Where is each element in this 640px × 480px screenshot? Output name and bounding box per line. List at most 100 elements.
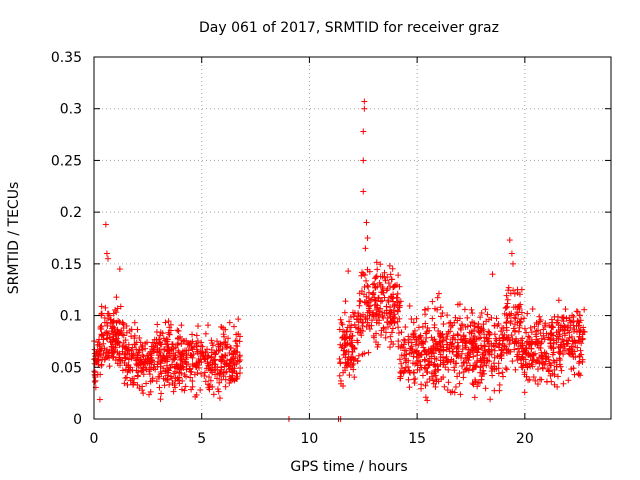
data-point xyxy=(450,358,457,365)
data-point xyxy=(388,319,395,326)
data-point xyxy=(194,348,201,355)
data-point xyxy=(530,351,537,358)
data-point xyxy=(486,331,493,338)
data-point xyxy=(221,339,228,346)
data-point xyxy=(117,357,124,364)
data-point xyxy=(120,325,127,332)
data-point xyxy=(532,331,539,338)
data-point xyxy=(439,354,446,361)
data-point xyxy=(485,328,492,335)
data-point xyxy=(444,387,451,394)
data-point xyxy=(461,359,468,366)
data-point xyxy=(426,376,433,383)
data-point xyxy=(417,333,424,340)
data-point xyxy=(214,375,221,382)
data-point xyxy=(108,316,115,323)
data-point xyxy=(394,290,401,297)
data-point xyxy=(407,369,414,376)
data-point xyxy=(445,366,452,373)
x-tick-label: 5 xyxy=(197,431,206,447)
data-point xyxy=(221,359,228,366)
data-point xyxy=(163,336,170,343)
data-point xyxy=(138,358,145,365)
data-point xyxy=(478,342,485,349)
data-point xyxy=(179,377,186,384)
data-point xyxy=(149,377,156,384)
data-point xyxy=(432,372,439,379)
data-point xyxy=(435,328,442,335)
data-point xyxy=(166,381,173,388)
data-point xyxy=(222,376,229,383)
data-point xyxy=(342,298,349,305)
data-point xyxy=(437,334,444,341)
data-point xyxy=(108,338,115,345)
data-point xyxy=(462,337,469,344)
data-point xyxy=(491,347,498,354)
data-point xyxy=(364,282,371,289)
data-point xyxy=(370,289,377,296)
data-point xyxy=(336,326,343,333)
data-point xyxy=(543,330,550,337)
data-point xyxy=(511,340,518,347)
data-point xyxy=(472,344,479,351)
data-point xyxy=(503,320,510,327)
data-point xyxy=(382,277,389,284)
data-point xyxy=(100,350,107,357)
data-point xyxy=(346,318,353,325)
data-point xyxy=(550,345,557,352)
data-point xyxy=(573,308,580,315)
data-point xyxy=(458,321,465,328)
data-point xyxy=(460,332,467,339)
data-point xyxy=(413,348,420,355)
data-point xyxy=(164,367,171,374)
data-point xyxy=(166,324,173,331)
data-point xyxy=(454,351,461,358)
data-point xyxy=(214,386,221,393)
data-point xyxy=(344,340,351,347)
data-point xyxy=(178,386,185,393)
data-point xyxy=(155,373,162,380)
data-point xyxy=(501,310,508,317)
data-point xyxy=(464,352,471,359)
data-point xyxy=(371,280,378,287)
data-point xyxy=(356,302,363,309)
data-point xyxy=(171,356,178,363)
data-point xyxy=(514,286,521,293)
data-point xyxy=(216,370,223,377)
data-point xyxy=(430,342,437,349)
data-point xyxy=(233,337,240,344)
data-point xyxy=(368,322,375,329)
data-point xyxy=(480,362,487,369)
data-point xyxy=(402,324,409,331)
data-point xyxy=(577,317,584,324)
data-point xyxy=(534,366,541,373)
data-point xyxy=(204,354,211,361)
data-point xyxy=(487,396,494,403)
data-point xyxy=(157,396,164,403)
data-point xyxy=(103,250,110,257)
data-point xyxy=(527,363,534,370)
data-point xyxy=(129,344,136,351)
data-point xyxy=(449,340,456,347)
data-point xyxy=(362,245,369,252)
data-point xyxy=(106,334,113,341)
data-point xyxy=(122,375,129,382)
data-point xyxy=(366,326,373,333)
data-point xyxy=(226,349,233,356)
data-point xyxy=(517,318,524,325)
data-point xyxy=(406,368,413,375)
data-point xyxy=(458,336,465,343)
data-point xyxy=(458,363,465,370)
data-point xyxy=(223,344,230,351)
data-point xyxy=(218,356,225,363)
data-point xyxy=(131,335,138,342)
data-point xyxy=(360,128,367,135)
data-point xyxy=(113,294,120,301)
data-point xyxy=(164,344,171,351)
data-point xyxy=(485,346,492,353)
data-point xyxy=(188,352,195,359)
data-point xyxy=(192,393,199,400)
data-point xyxy=(556,361,563,368)
data-point xyxy=(110,344,117,351)
data-point xyxy=(160,375,167,382)
